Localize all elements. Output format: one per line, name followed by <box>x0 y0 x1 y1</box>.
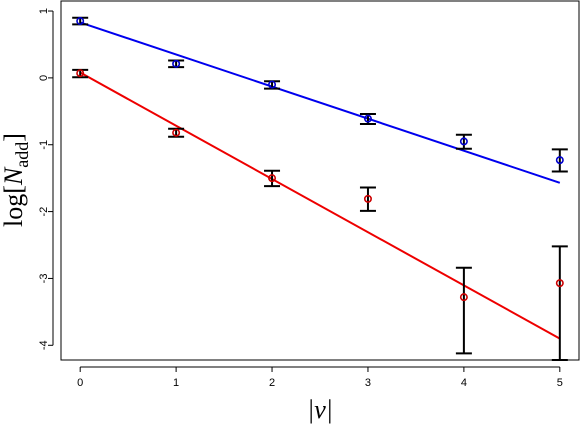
data-points <box>76 17 564 302</box>
y-tick-label: 1 <box>38 8 50 14</box>
error-bar-blue <box>168 59 185 69</box>
y-tick-label: -4 <box>38 340 50 350</box>
y-tick-label: -1 <box>38 140 50 150</box>
fit-line-red <box>79 71 561 340</box>
data-point-blue <box>555 156 564 165</box>
y-axis: 1 0 -1 -2 -3 -4 <box>38 8 54 350</box>
x-tick-label: 2 <box>269 377 275 389</box>
error-bar-blue <box>551 148 568 173</box>
data-point-blue <box>76 17 85 26</box>
data-point-blue <box>172 59 181 68</box>
data-point-red <box>172 128 181 137</box>
data-point-red <box>76 69 85 78</box>
error-bar-red <box>264 169 281 188</box>
error-bars <box>72 16 568 361</box>
x-axis: 0 1 2 3 4 5 <box>77 366 563 389</box>
data-point-blue <box>459 137 468 146</box>
data-point-blue <box>268 80 277 89</box>
data-point-red <box>363 194 372 203</box>
data-point-red <box>459 293 468 302</box>
data-point-blue <box>363 114 372 123</box>
fit-line-blue <box>79 21 561 184</box>
error-bar-red <box>455 266 472 355</box>
y-tick-label: -2 <box>38 207 50 217</box>
x-tick-label: 4 <box>461 377 467 389</box>
x-tick-label: 0 <box>77 377 83 389</box>
x-axis-title: |ν| <box>307 395 333 424</box>
error-bar-blue <box>455 133 472 150</box>
error-bar-red <box>359 186 376 212</box>
error-bar-red <box>551 245 568 361</box>
x-tick-label: 1 <box>173 377 179 389</box>
data-point-red <box>268 174 277 183</box>
x-tick-label: 5 <box>557 377 563 389</box>
x-tick-label: 3 <box>365 377 371 389</box>
y-axis-title-symbol: N <box>0 166 28 186</box>
y-axis-title-open-bracket: [ <box>0 185 28 194</box>
y-axis-title: log[Nadd] <box>0 133 32 227</box>
y-axis-title-subscript: add <box>12 142 32 168</box>
y-tick-label: 0 <box>38 75 50 81</box>
fit-lines <box>79 21 561 340</box>
y-axis-title-log: log <box>0 194 28 227</box>
data-point-red <box>555 279 564 288</box>
y-axis-title-close-bracket: ] <box>0 133 28 142</box>
plot-frame <box>60 0 580 361</box>
y-tick-label: -3 <box>38 274 50 284</box>
